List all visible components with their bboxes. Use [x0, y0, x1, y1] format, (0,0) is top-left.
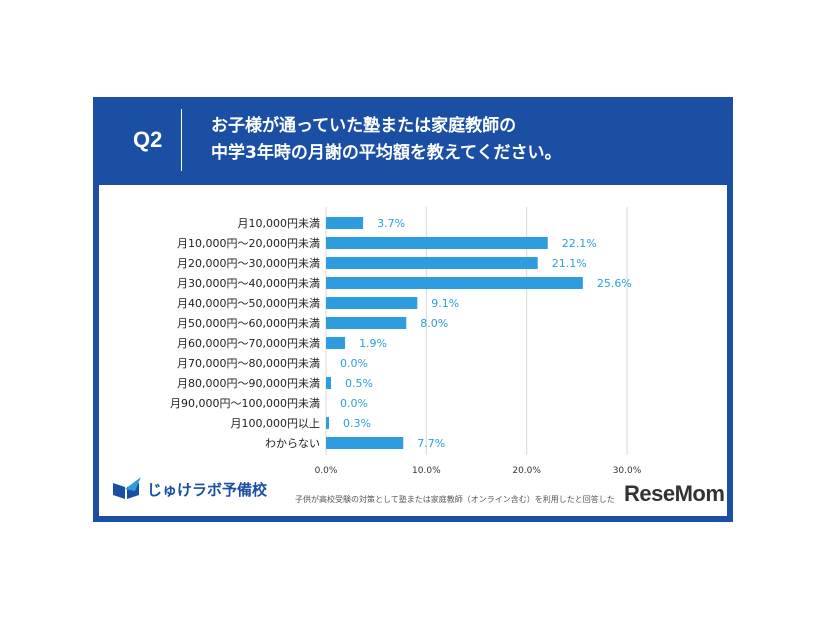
- logo-text: じゅけラボ予備校: [147, 481, 268, 499]
- value-label: 0.0%: [340, 397, 368, 410]
- x-tick-label: 30.0%: [613, 466, 642, 475]
- value-label: 0.0%: [340, 357, 368, 370]
- bar: [326, 297, 418, 309]
- category-label: 月100,000円以上: [231, 417, 321, 430]
- header-divider: [181, 109, 182, 171]
- category-label: 月90,000円〜100,000円未満: [170, 397, 320, 410]
- bar: [326, 237, 548, 249]
- category-label: 月10,000円〜20,000円未満: [177, 237, 320, 250]
- category-label: 月20,000円〜30,000円未満: [177, 257, 320, 270]
- value-label: 3.7%: [377, 217, 405, 230]
- value-label: 1.9%: [359, 337, 387, 350]
- bar: [326, 337, 346, 349]
- value-label: 25.6%: [597, 277, 632, 290]
- chart-frame: Q2 お子様が通っていた塾または家庭教師の 中学3年時の月謝の平均額を教えてくだ…: [93, 97, 733, 522]
- category-label: 月70,000円〜80,000円未満: [177, 357, 320, 370]
- bar: [326, 377, 332, 389]
- bar-chart: 0.0% 10.0% 20.0% 30.0% 月10,000円未満 3.7% 月10,000…: [170, 207, 642, 475]
- bar: [326, 277, 583, 289]
- bar: [326, 417, 330, 429]
- question-title-line-1: お子様が通っていた塾または家庭教師の: [211, 116, 517, 136]
- category-label: 月60,000円〜70,000円未満: [177, 337, 320, 350]
- book-logo-icon: [113, 477, 141, 499]
- question-number: Q2: [133, 127, 163, 152]
- category-label: 月10,000円未満: [238, 217, 321, 230]
- bar: [326, 437, 404, 449]
- category-label: わからない: [265, 437, 320, 450]
- question-title: お子様が通っていた塾または家庭教師の 中学3年時の月謝の平均額を教えてください。: [211, 113, 561, 167]
- value-label: 0.5%: [345, 377, 373, 390]
- value-label: 9.1%: [431, 297, 459, 310]
- resemom-brand: ReseMom: [624, 481, 725, 506]
- value-label: 8.0%: [420, 317, 448, 330]
- x-tick-label: 20.0%: [512, 466, 541, 475]
- value-label: 22.1%: [562, 237, 597, 250]
- bar: [326, 217, 364, 229]
- chart-panel: 0.0% 10.0% 20.0% 30.0% 月10,000円未満 3.7% 月10,000…: [99, 185, 727, 516]
- x-tick-label: 0.0%: [315, 466, 338, 475]
- category-label: 月40,000円〜50,000円未満: [177, 297, 320, 310]
- value-label: 21.1%: [552, 257, 587, 270]
- value-label: 7.7%: [417, 437, 445, 450]
- category-label: 月50,000円〜60,000円未満: [177, 317, 320, 330]
- question-title-line-2: 中学3年時の月謝の平均額を教えてください。: [211, 143, 562, 163]
- bar: [326, 257, 538, 269]
- value-label: 0.3%: [343, 417, 371, 430]
- logo: じゅけラボ予備校: [111, 477, 267, 505]
- bar: [326, 317, 407, 329]
- footnote: 子供が高校受験の対策として塾または家庭教師（オンライン含む）を利用したと回答した…: [295, 495, 615, 504]
- x-tick-label: 10.0%: [412, 466, 441, 475]
- category-label: 月30,000円〜40,000円未満: [177, 277, 320, 290]
- category-label: 月80,000円〜90,000円未満: [177, 377, 320, 390]
- header: Q2 お子様が通っていた塾または家庭教師の 中学3年時の月謝の平均額を教えてくだ…: [93, 97, 733, 185]
